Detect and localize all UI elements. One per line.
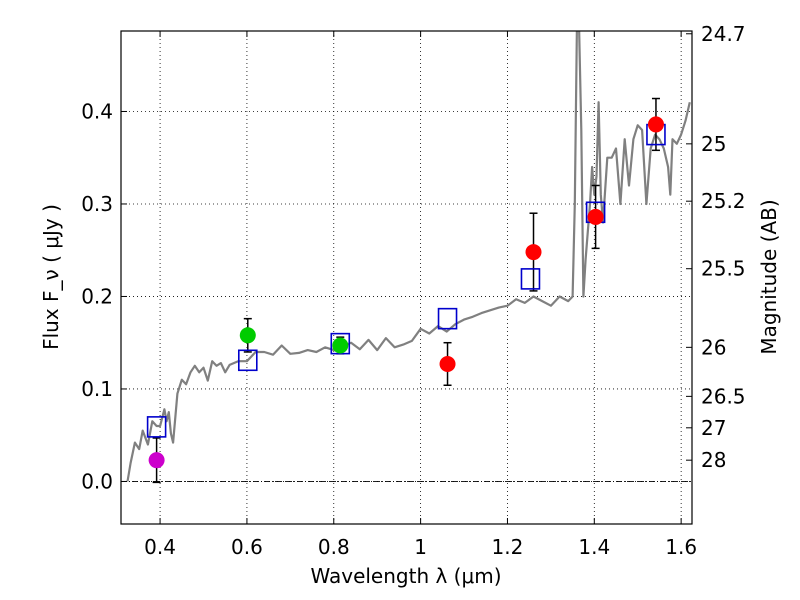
data-markers <box>146 116 666 469</box>
flux-point <box>439 355 456 372</box>
x-tick-label: 1.2 <box>492 535 524 559</box>
flux-point <box>525 244 542 261</box>
flux-point <box>647 116 664 133</box>
flux-point <box>587 208 604 225</box>
x-tick-label: 1.6 <box>665 535 697 559</box>
y-tick-label: 0.3 <box>81 192 113 216</box>
model-spectrum <box>126 31 691 482</box>
model-band-square <box>146 416 167 438</box>
y-axis-label: Flux F_ν ( μJy ) <box>39 204 63 350</box>
x-tick-label: 1 <box>414 535 427 559</box>
y-tick-label: 0.2 <box>81 284 113 308</box>
x-axis-ticks: 0.4 0.6 0.8 1 1.2 1.4 1.6 <box>144 31 697 559</box>
grid-lines <box>121 31 692 524</box>
right-tick-label: 27 <box>701 416 726 440</box>
spectrum-line <box>126 31 691 482</box>
right-tick-label: 25 <box>701 132 726 156</box>
model-band-square <box>520 268 541 290</box>
x-tick-label: 0.8 <box>318 535 350 559</box>
right-axis-ticks: 24.7 25 25.2 25.5 26 26.5 27 28 <box>686 22 746 472</box>
right-tick-label: 26.5 <box>701 384 746 408</box>
right-tick-label: 26 <box>701 335 726 359</box>
x-tick-label: 0.6 <box>231 535 263 559</box>
flux-point <box>332 337 349 354</box>
flux-point <box>239 327 256 344</box>
y-tick-label: 0.1 <box>81 377 113 401</box>
flux-point <box>148 452 165 469</box>
model-band-square <box>437 307 458 330</box>
model-band-square <box>237 349 258 372</box>
right-axis-label: Magnitude (AB) <box>757 199 781 354</box>
right-tick-label: 25.5 <box>701 257 746 281</box>
right-tick-label: 28 <box>701 448 726 472</box>
y-tick-label: 0.0 <box>81 469 113 493</box>
x-tick-label: 0.4 <box>144 535 176 559</box>
right-tick-label: 25.2 <box>701 189 746 213</box>
model-band-square <box>330 332 351 355</box>
y-tick-label: 0.4 <box>81 99 113 123</box>
x-tick-label: 1.4 <box>578 535 610 559</box>
plot-frame <box>120 30 693 525</box>
y-axis-ticks: 0.0 0.1 0.2 0.3 0.4 <box>81 99 127 493</box>
x-axis-label: Wavelength λ (μm) <box>310 564 501 588</box>
right-tick-label: 24.7 <box>701 22 746 46</box>
